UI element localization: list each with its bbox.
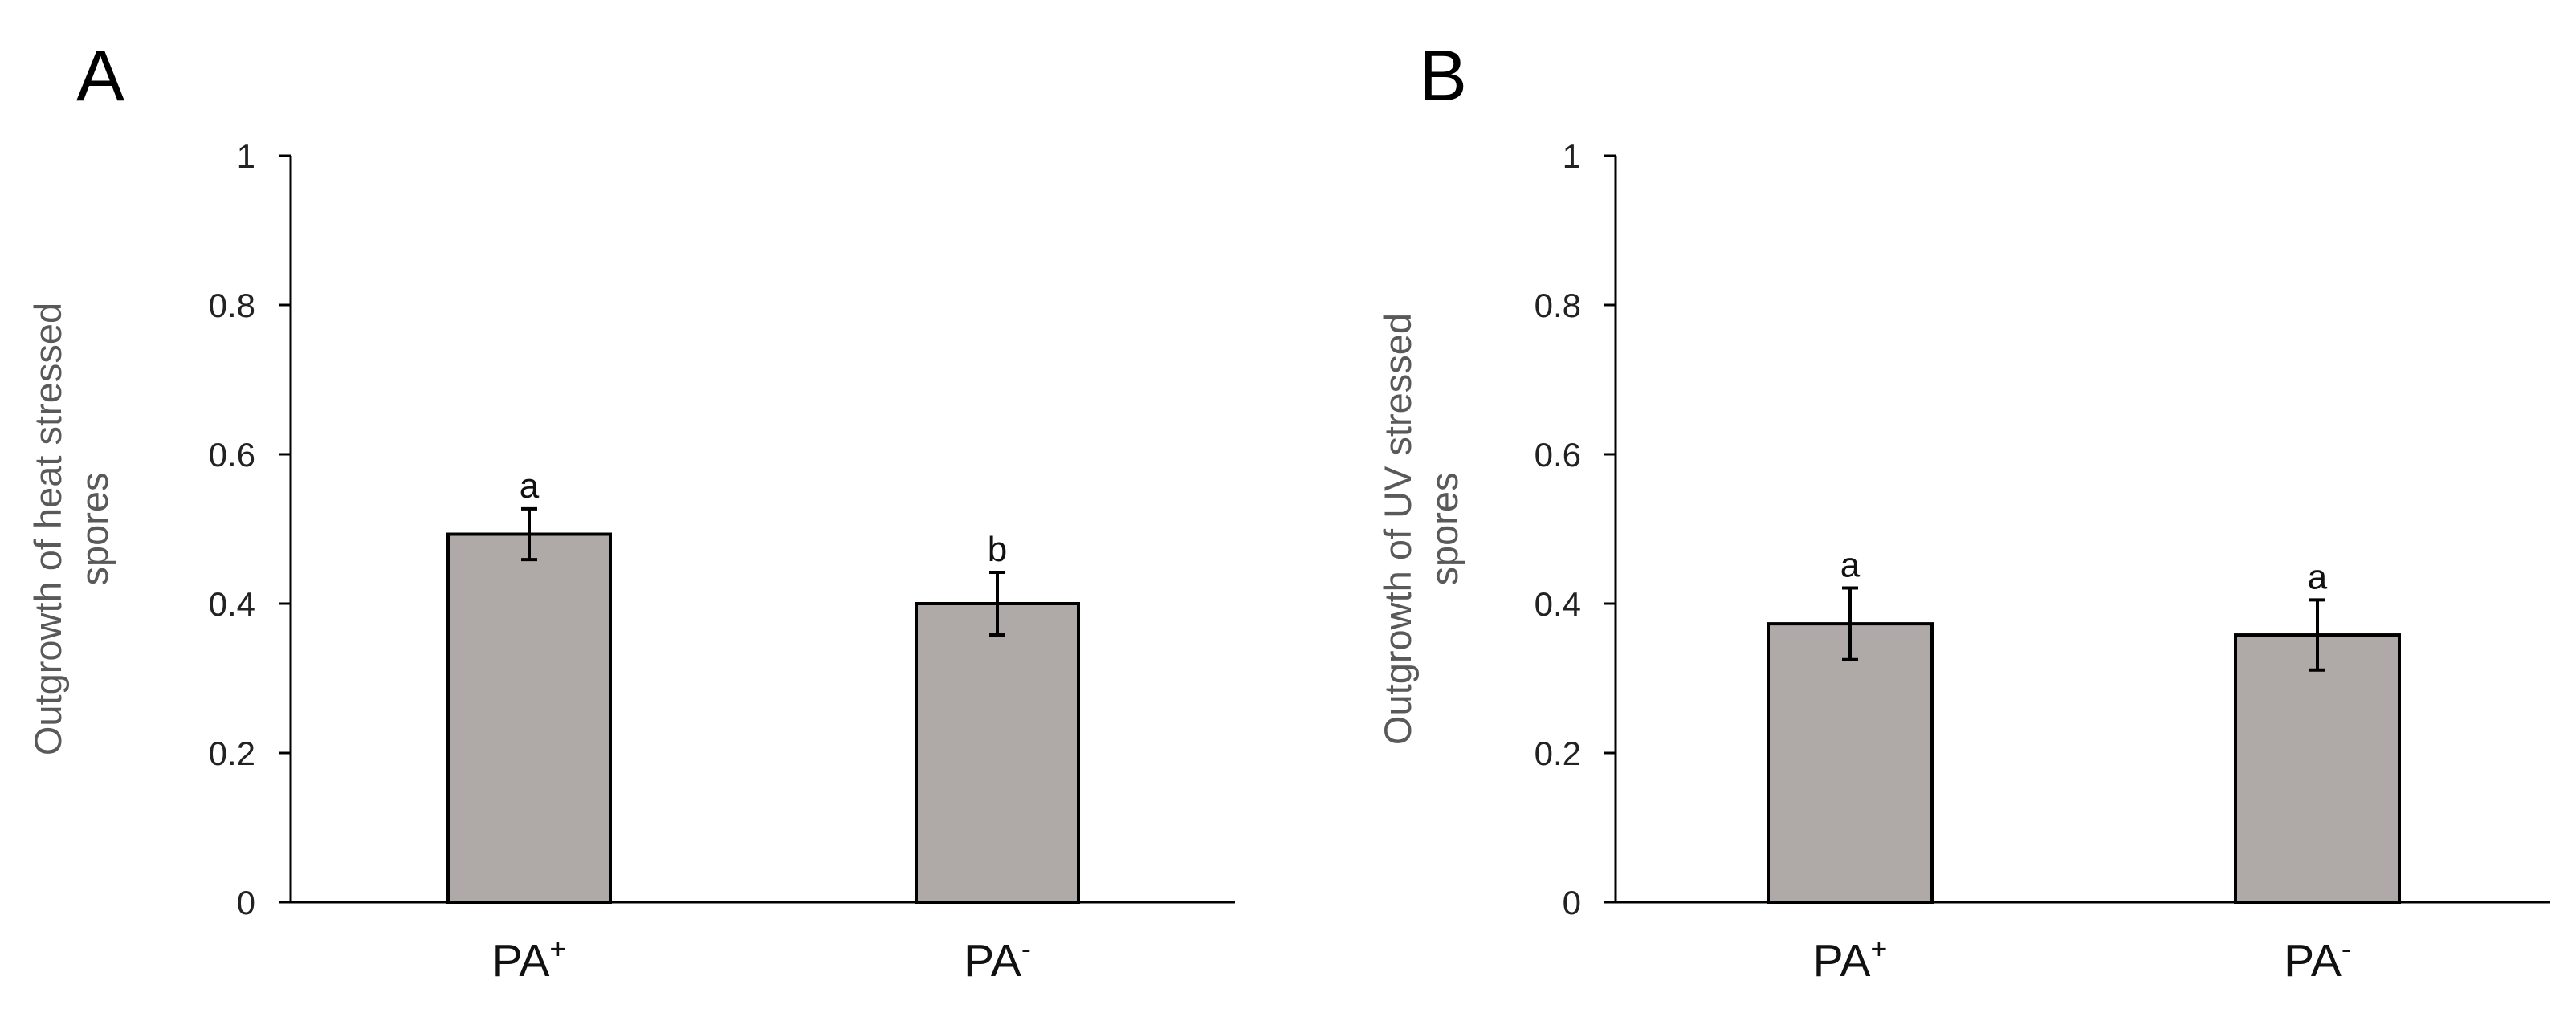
x-category-base: PA bbox=[2284, 935, 2342, 987]
x-category-base: PA bbox=[1813, 935, 1871, 987]
panel-letter: B bbox=[1419, 36, 1467, 116]
y-tick-label: 0.2 bbox=[209, 734, 255, 772]
significance-letter: a bbox=[1840, 545, 1861, 584]
y-tick-label: 1 bbox=[237, 137, 255, 175]
significance-letter: a bbox=[2308, 557, 2328, 596]
y-axis-label-line: spores bbox=[73, 472, 116, 585]
x-category-base: PA bbox=[492, 935, 550, 987]
y-axis-label-line: spores bbox=[1423, 472, 1465, 585]
x-category-superscript: + bbox=[549, 932, 566, 965]
y-tick-label: 0.8 bbox=[209, 287, 255, 324]
significance-letter: b bbox=[988, 530, 1007, 569]
x-category-label: PA+ bbox=[1813, 932, 1888, 987]
y-axis-label: Outgrowth of heat stressed spores bbox=[26, 303, 116, 755]
y-tick-label: 0.6 bbox=[209, 436, 255, 474]
x-category-superscript: - bbox=[1021, 932, 1031, 965]
y-axis-label: Outgrowth of UV stressed spores bbox=[1376, 313, 1465, 745]
bar bbox=[446, 532, 612, 904]
y-tick-label: 0 bbox=[237, 884, 255, 921]
x-category-superscript: - bbox=[2342, 932, 2351, 965]
y-tick-label: 0 bbox=[1563, 884, 1581, 921]
panel-letter: A bbox=[76, 36, 124, 116]
bar bbox=[915, 602, 1080, 904]
x-category-superscript: + bbox=[1870, 932, 1887, 965]
y-tick-label: 0.8 bbox=[1535, 287, 1581, 324]
panel-a: A Outgrowth of heat stressed spores 0 0.2 0.4… bbox=[26, 36, 1235, 987]
y-axis-label-line: Outgrowth of heat stressed bbox=[26, 303, 69, 755]
y-tick-label: 0.4 bbox=[1535, 585, 1581, 623]
y-tick-label: 0.2 bbox=[1535, 734, 1581, 772]
significance-letter: a bbox=[520, 466, 540, 506]
y-tick-label: 0.4 bbox=[209, 585, 255, 623]
x-category-base: PA bbox=[964, 935, 1021, 987]
bar bbox=[2234, 633, 2401, 904]
x-category-label: PA- bbox=[964, 932, 1031, 987]
y-axis-label-line: Outgrowth of UV stressed bbox=[1376, 313, 1419, 745]
panel-b: B Outgrowth of UV stressed spores 0 0.2 0.4 0.… bbox=[1376, 36, 2550, 987]
x-category-label: PA+ bbox=[492, 932, 567, 987]
x-category-label: PA- bbox=[2284, 932, 2351, 987]
bar bbox=[1767, 622, 1934, 904]
y-tick-label: 1 bbox=[1563, 137, 1581, 175]
y-tick-label: 0.6 bbox=[1535, 436, 1581, 474]
